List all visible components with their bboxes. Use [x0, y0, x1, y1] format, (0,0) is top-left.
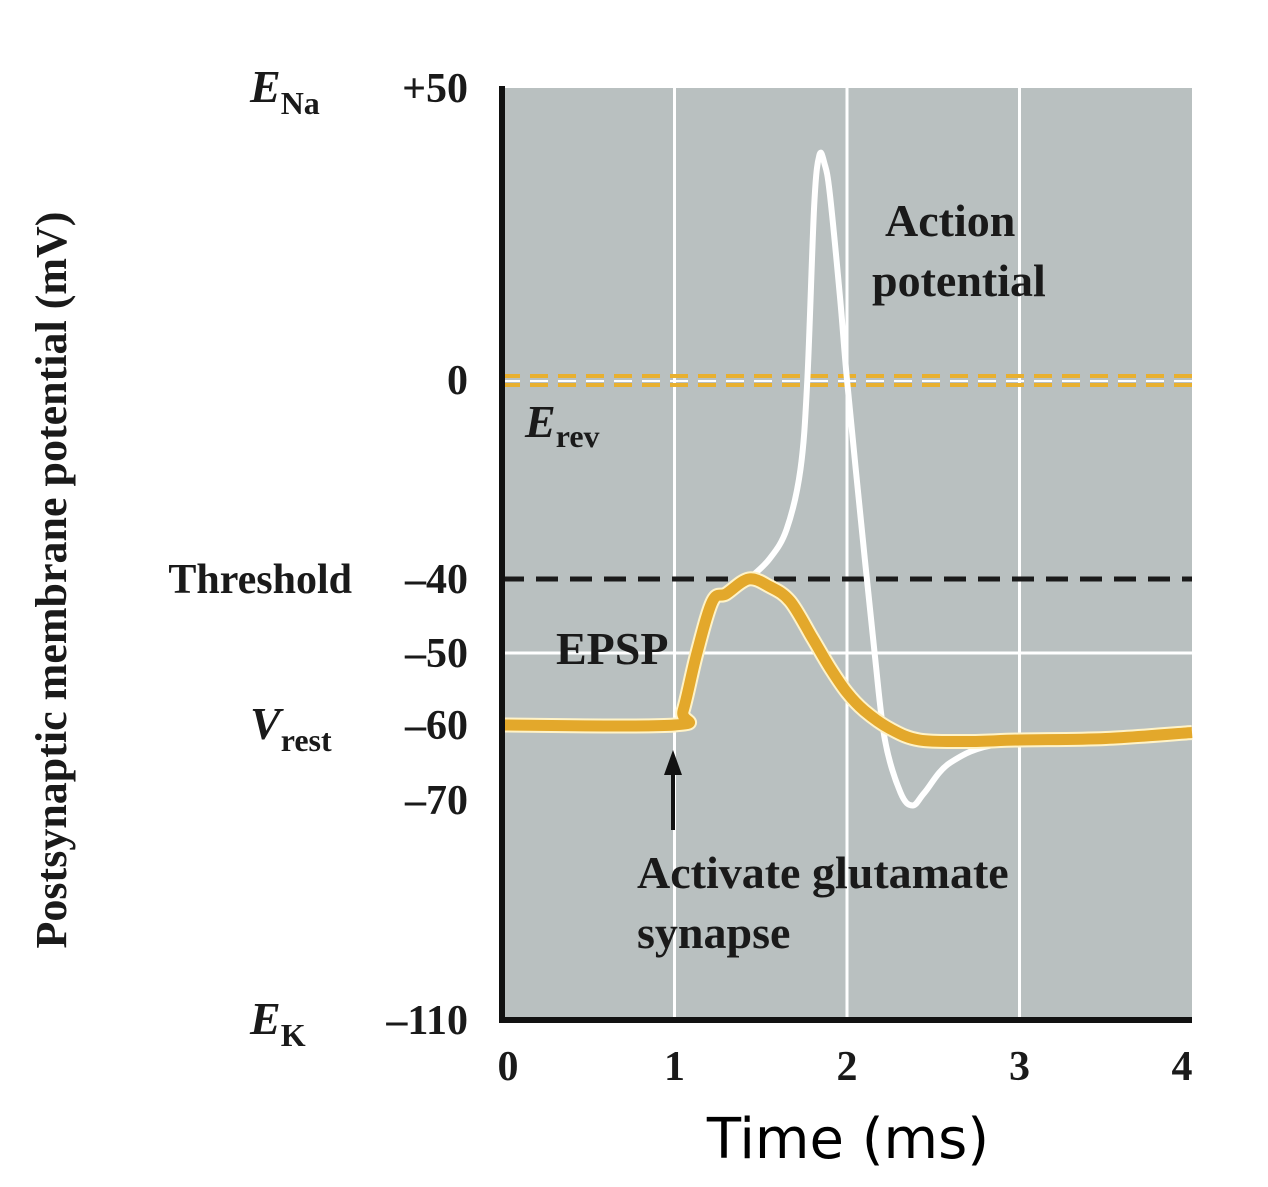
- y-symbol-label: EK: [249, 993, 306, 1053]
- erev-subscript: rev: [556, 418, 600, 454]
- x-axis-label: Time (ms): [706, 1107, 989, 1172]
- x-tick-label: 3: [1009, 1044, 1030, 1090]
- stimulus-label-line2: synapse: [637, 907, 790, 958]
- stimulus-arrow-icon: [664, 750, 682, 830]
- y-tick-label: –40: [404, 557, 468, 603]
- y-symbol-subscript: Na: [281, 85, 320, 121]
- y-symbol-label: ENa: [249, 61, 320, 121]
- y-symbol-subscript: K: [281, 1017, 306, 1053]
- x-tick-label: 1: [664, 1044, 685, 1090]
- y-tick-label: 0: [447, 358, 468, 404]
- threshold-label: Threshold: [168, 557, 352, 603]
- y-tick-label: –70: [404, 778, 468, 824]
- y-tick-label: –60: [404, 703, 468, 749]
- y-symbol-label: Vrest: [250, 698, 332, 758]
- x-tick-label: 2: [837, 1044, 858, 1090]
- stimulus-label-line1: Activate glutamate: [637, 847, 1009, 898]
- x-tick-label: 0: [498, 1044, 519, 1090]
- x-tick-label: 4: [1172, 1044, 1193, 1090]
- epsp-line: [501, 573, 1193, 748]
- epsp-label: EPSP: [556, 623, 668, 674]
- action-potential-label-line1: Action: [885, 195, 1015, 246]
- action-potential-label-line2: potential: [872, 255, 1046, 306]
- y-symbol-subscript: rest: [281, 722, 332, 758]
- y-tick-label: +50: [402, 66, 468, 112]
- y-tick-label: –50: [404, 631, 468, 677]
- action-potential-line: [745, 149, 1195, 809]
- y-axis-label: Postsynaptic membrane potential (mV): [27, 212, 76, 949]
- y-tick-label: –110: [385, 998, 468, 1044]
